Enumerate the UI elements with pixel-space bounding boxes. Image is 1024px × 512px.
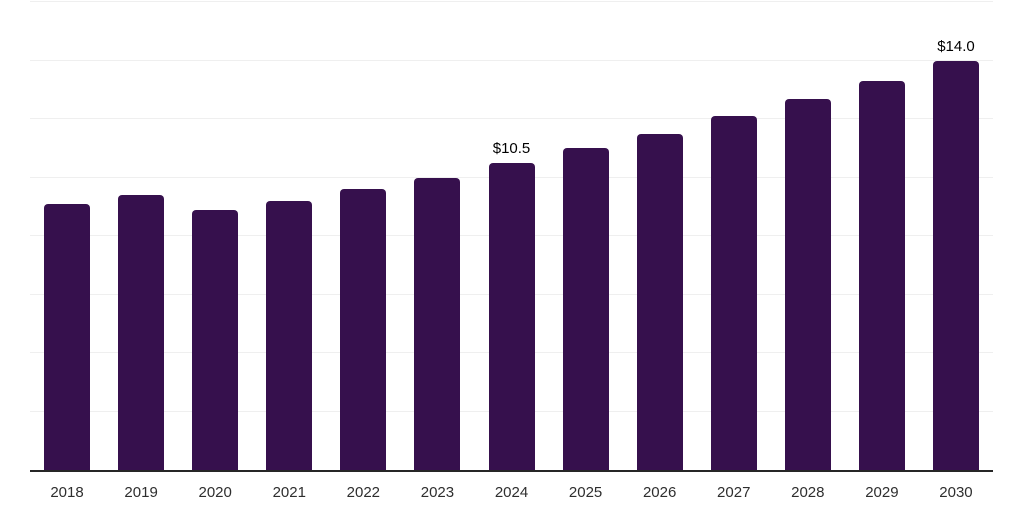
bars: $10.5 $14.0 bbox=[30, 2, 993, 470]
bar-slot-2022 bbox=[326, 2, 400, 470]
x-tick-label-2023: 2023 bbox=[420, 484, 455, 501]
x-tick-label-2024: 2024 bbox=[494, 484, 529, 501]
x-tick-label-2028: 2028 bbox=[791, 484, 825, 501]
bar-2023 bbox=[414, 177, 461, 470]
bar-slot-2026 bbox=[623, 2, 697, 470]
bar-2025 bbox=[562, 148, 609, 470]
x-tick-label-2020: 2020 bbox=[198, 484, 232, 501]
x-tick-label-2026: 2026 bbox=[642, 484, 677, 501]
bar-slot-2029 bbox=[845, 2, 919, 470]
bar-2020 bbox=[192, 209, 239, 470]
bar-2026 bbox=[636, 133, 683, 470]
bar-2019 bbox=[118, 195, 165, 470]
gridline bbox=[30, 59, 993, 61]
x-tick-label-2030: 2030 bbox=[939, 484, 973, 501]
x-tick-label-2022: 2022 bbox=[346, 484, 381, 501]
bar-slot-2027 bbox=[697, 2, 771, 470]
bar-slot-2030: $14.0 bbox=[919, 2, 993, 470]
bar-slot-2019 bbox=[104, 2, 178, 470]
bar-slot-2020 bbox=[178, 2, 252, 470]
bar-value-label-2024: $10.5 bbox=[492, 139, 531, 157]
x-tick-label-2025: 2025 bbox=[568, 484, 603, 501]
bar-slot-2023 bbox=[400, 2, 474, 470]
bar-value-label-2030: $14.0 bbox=[937, 37, 975, 55]
gridline bbox=[30, 118, 993, 119]
bar-2028 bbox=[784, 98, 831, 470]
bar-slot-2024: $10.5 bbox=[474, 2, 548, 470]
bar-2024 bbox=[488, 162, 535, 470]
bar-2021 bbox=[266, 200, 313, 470]
x-tick-label-2019: 2019 bbox=[124, 484, 158, 501]
x-tick-label-2029: 2029 bbox=[865, 484, 899, 501]
bar-slot-2028 bbox=[771, 2, 845, 470]
x-axis-labels: 2018 2019 2020 2021 2022 2023 2024 2025 2026 2027… bbox=[30, 472, 993, 500]
gridline bbox=[30, 1, 993, 2]
plot-area: $10.5 $14.0 bbox=[30, 1, 993, 472]
bar-2018 bbox=[44, 203, 91, 470]
bar-2030 bbox=[932, 60, 979, 470]
bar-slot-2021 bbox=[252, 2, 326, 470]
bar-slot-2018 bbox=[30, 2, 104, 470]
x-tick-label-2027: 2027 bbox=[717, 484, 751, 501]
x-tick-label-2018: 2018 bbox=[50, 484, 84, 501]
bar-2027 bbox=[710, 116, 757, 470]
bar-2022 bbox=[340, 189, 387, 470]
bar-2029 bbox=[858, 80, 905, 470]
x-tick-label-2021: 2021 bbox=[272, 484, 306, 501]
bar-slot-2025 bbox=[549, 2, 623, 470]
